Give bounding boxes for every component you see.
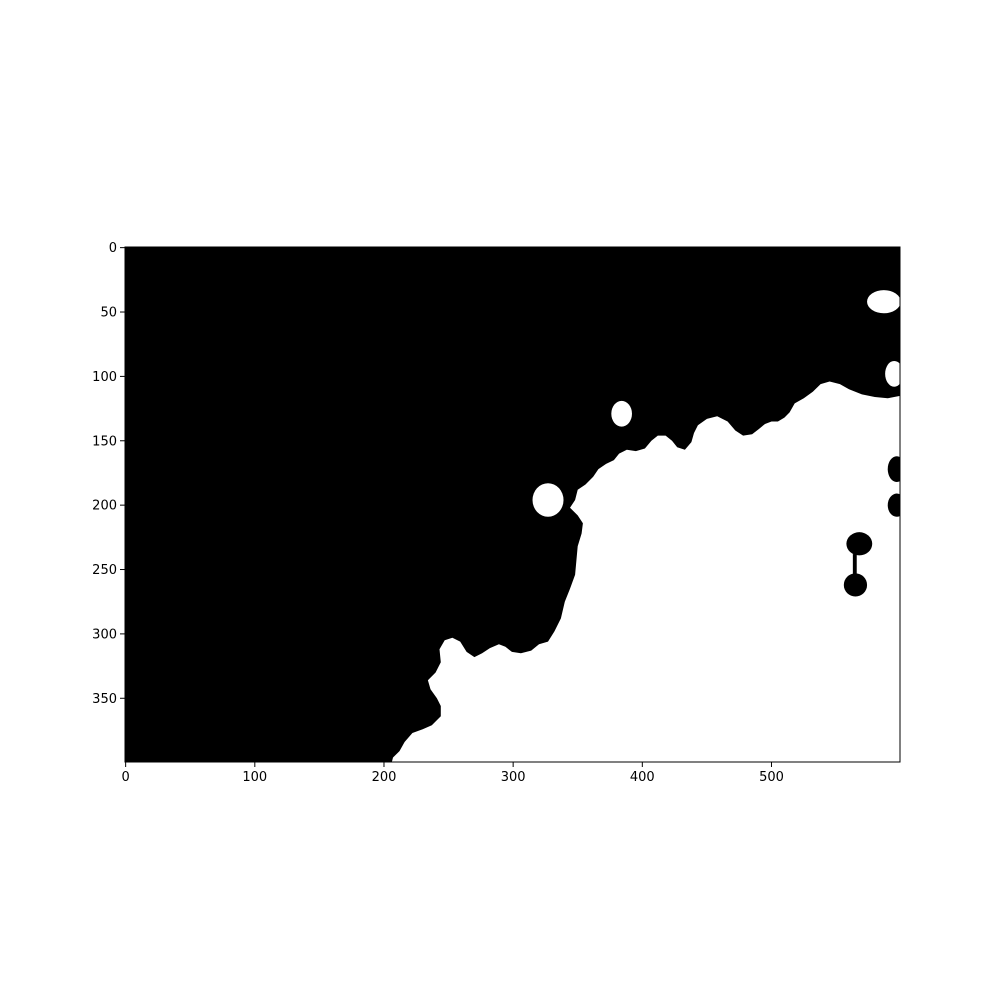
y-tick-label: 150 xyxy=(92,434,117,449)
white-blob xyxy=(532,483,564,517)
y-tick-label: 50 xyxy=(100,306,117,321)
black-island xyxy=(887,493,900,517)
white-blob xyxy=(611,400,632,427)
x-tick-label: 300 xyxy=(501,770,526,785)
y-tick-label: 100 xyxy=(92,370,117,385)
black-island xyxy=(846,532,873,556)
y-axis: 0 50 100 150 200 250 300 350 xyxy=(92,241,125,707)
x-tick-label: 200 xyxy=(372,770,397,785)
y-tick-label: 0 xyxy=(109,241,117,256)
x-tick-label: 400 xyxy=(630,770,655,785)
black-island xyxy=(843,573,868,597)
y-tick-label: 300 xyxy=(92,627,117,642)
white-blob xyxy=(885,360,900,387)
white-blob xyxy=(867,290,900,314)
x-axis: 0 100 200 300 400 500 xyxy=(122,762,784,785)
black-island xyxy=(887,456,900,482)
x-tick-label: 100 xyxy=(242,770,267,785)
y-tick-label: 250 xyxy=(92,563,117,578)
white-region xyxy=(391,381,900,762)
y-tick-label: 200 xyxy=(92,499,117,514)
y-tick-label: 350 xyxy=(92,692,117,707)
x-tick-label: 500 xyxy=(759,770,784,785)
image-pixels xyxy=(125,247,900,762)
black-island-neck xyxy=(852,554,857,575)
plot-frame xyxy=(124,246,901,763)
x-tick-label: 0 xyxy=(122,770,130,785)
plot-area xyxy=(124,246,901,763)
